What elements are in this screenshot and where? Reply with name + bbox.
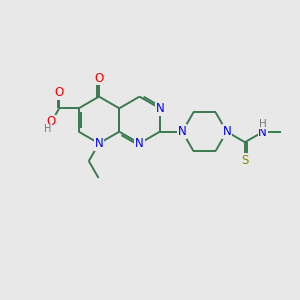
Text: O: O <box>94 71 103 85</box>
Text: N: N <box>135 137 144 150</box>
Text: N: N <box>94 137 103 150</box>
Text: O: O <box>55 86 64 99</box>
Text: N: N <box>222 125 231 138</box>
Text: N: N <box>258 125 267 139</box>
Text: O: O <box>47 115 56 128</box>
Text: S: S <box>241 154 249 167</box>
Text: H: H <box>44 124 51 134</box>
Text: H: H <box>259 118 266 129</box>
Text: N: N <box>155 102 164 115</box>
Text: N: N <box>178 125 187 138</box>
